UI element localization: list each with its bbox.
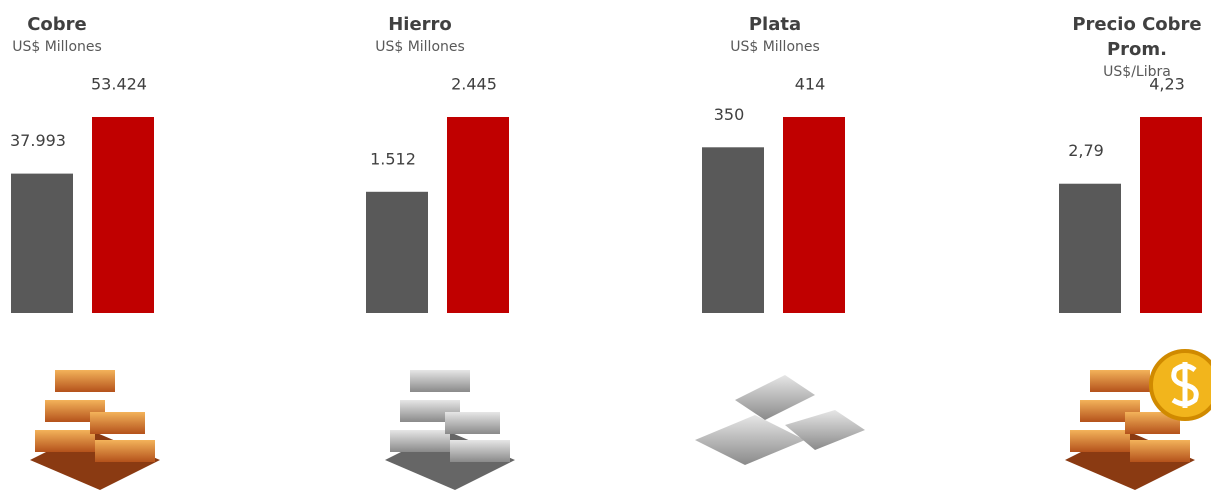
bar: [11, 173, 73, 313]
chart-header: Plata US$ Millones: [700, 12, 850, 57]
bar: [702, 147, 764, 313]
icon-silver: [695, 375, 865, 465]
chart-subtitle: US$ Millones: [375, 39, 465, 55]
value-label: 414: [795, 75, 826, 94]
value-label: 1.512: [370, 149, 416, 168]
bar: [1059, 183, 1121, 313]
value-label: 2.445: [451, 75, 497, 94]
chart-header: Hierro US$ Millones: [345, 12, 495, 57]
icon-copper-price: [1065, 349, 1211, 490]
bar: [92, 117, 154, 313]
bar: [783, 117, 845, 313]
chart-header: Precio Cobre Prom. US$/Libra: [1062, 12, 1211, 82]
bar: [366, 191, 428, 313]
icon-iron: [385, 370, 515, 490]
bar: [447, 117, 509, 313]
bar: [1140, 117, 1202, 313]
chart-subtitle: US$ Millones: [730, 39, 820, 55]
chart-header: Cobre US$ Millones: [0, 12, 132, 57]
icon-copper: [30, 370, 160, 490]
chart-title: Precio Cobre Prom.: [1072, 14, 1202, 60]
value-label: 350: [714, 105, 745, 124]
value-label: 4,23: [1149, 75, 1185, 94]
chart-title: Cobre: [27, 14, 87, 35]
chart-title: Plata: [748, 14, 802, 35]
chart-subtitle: US$ Millones: [12, 39, 102, 55]
chart-title: Hierro: [388, 14, 452, 35]
value-label: 2,79: [1068, 141, 1104, 160]
value-label: 37.993: [10, 131, 66, 150]
chart-subtitle: US$/Libra: [1103, 64, 1171, 80]
value-label: 53.424: [91, 75, 147, 94]
